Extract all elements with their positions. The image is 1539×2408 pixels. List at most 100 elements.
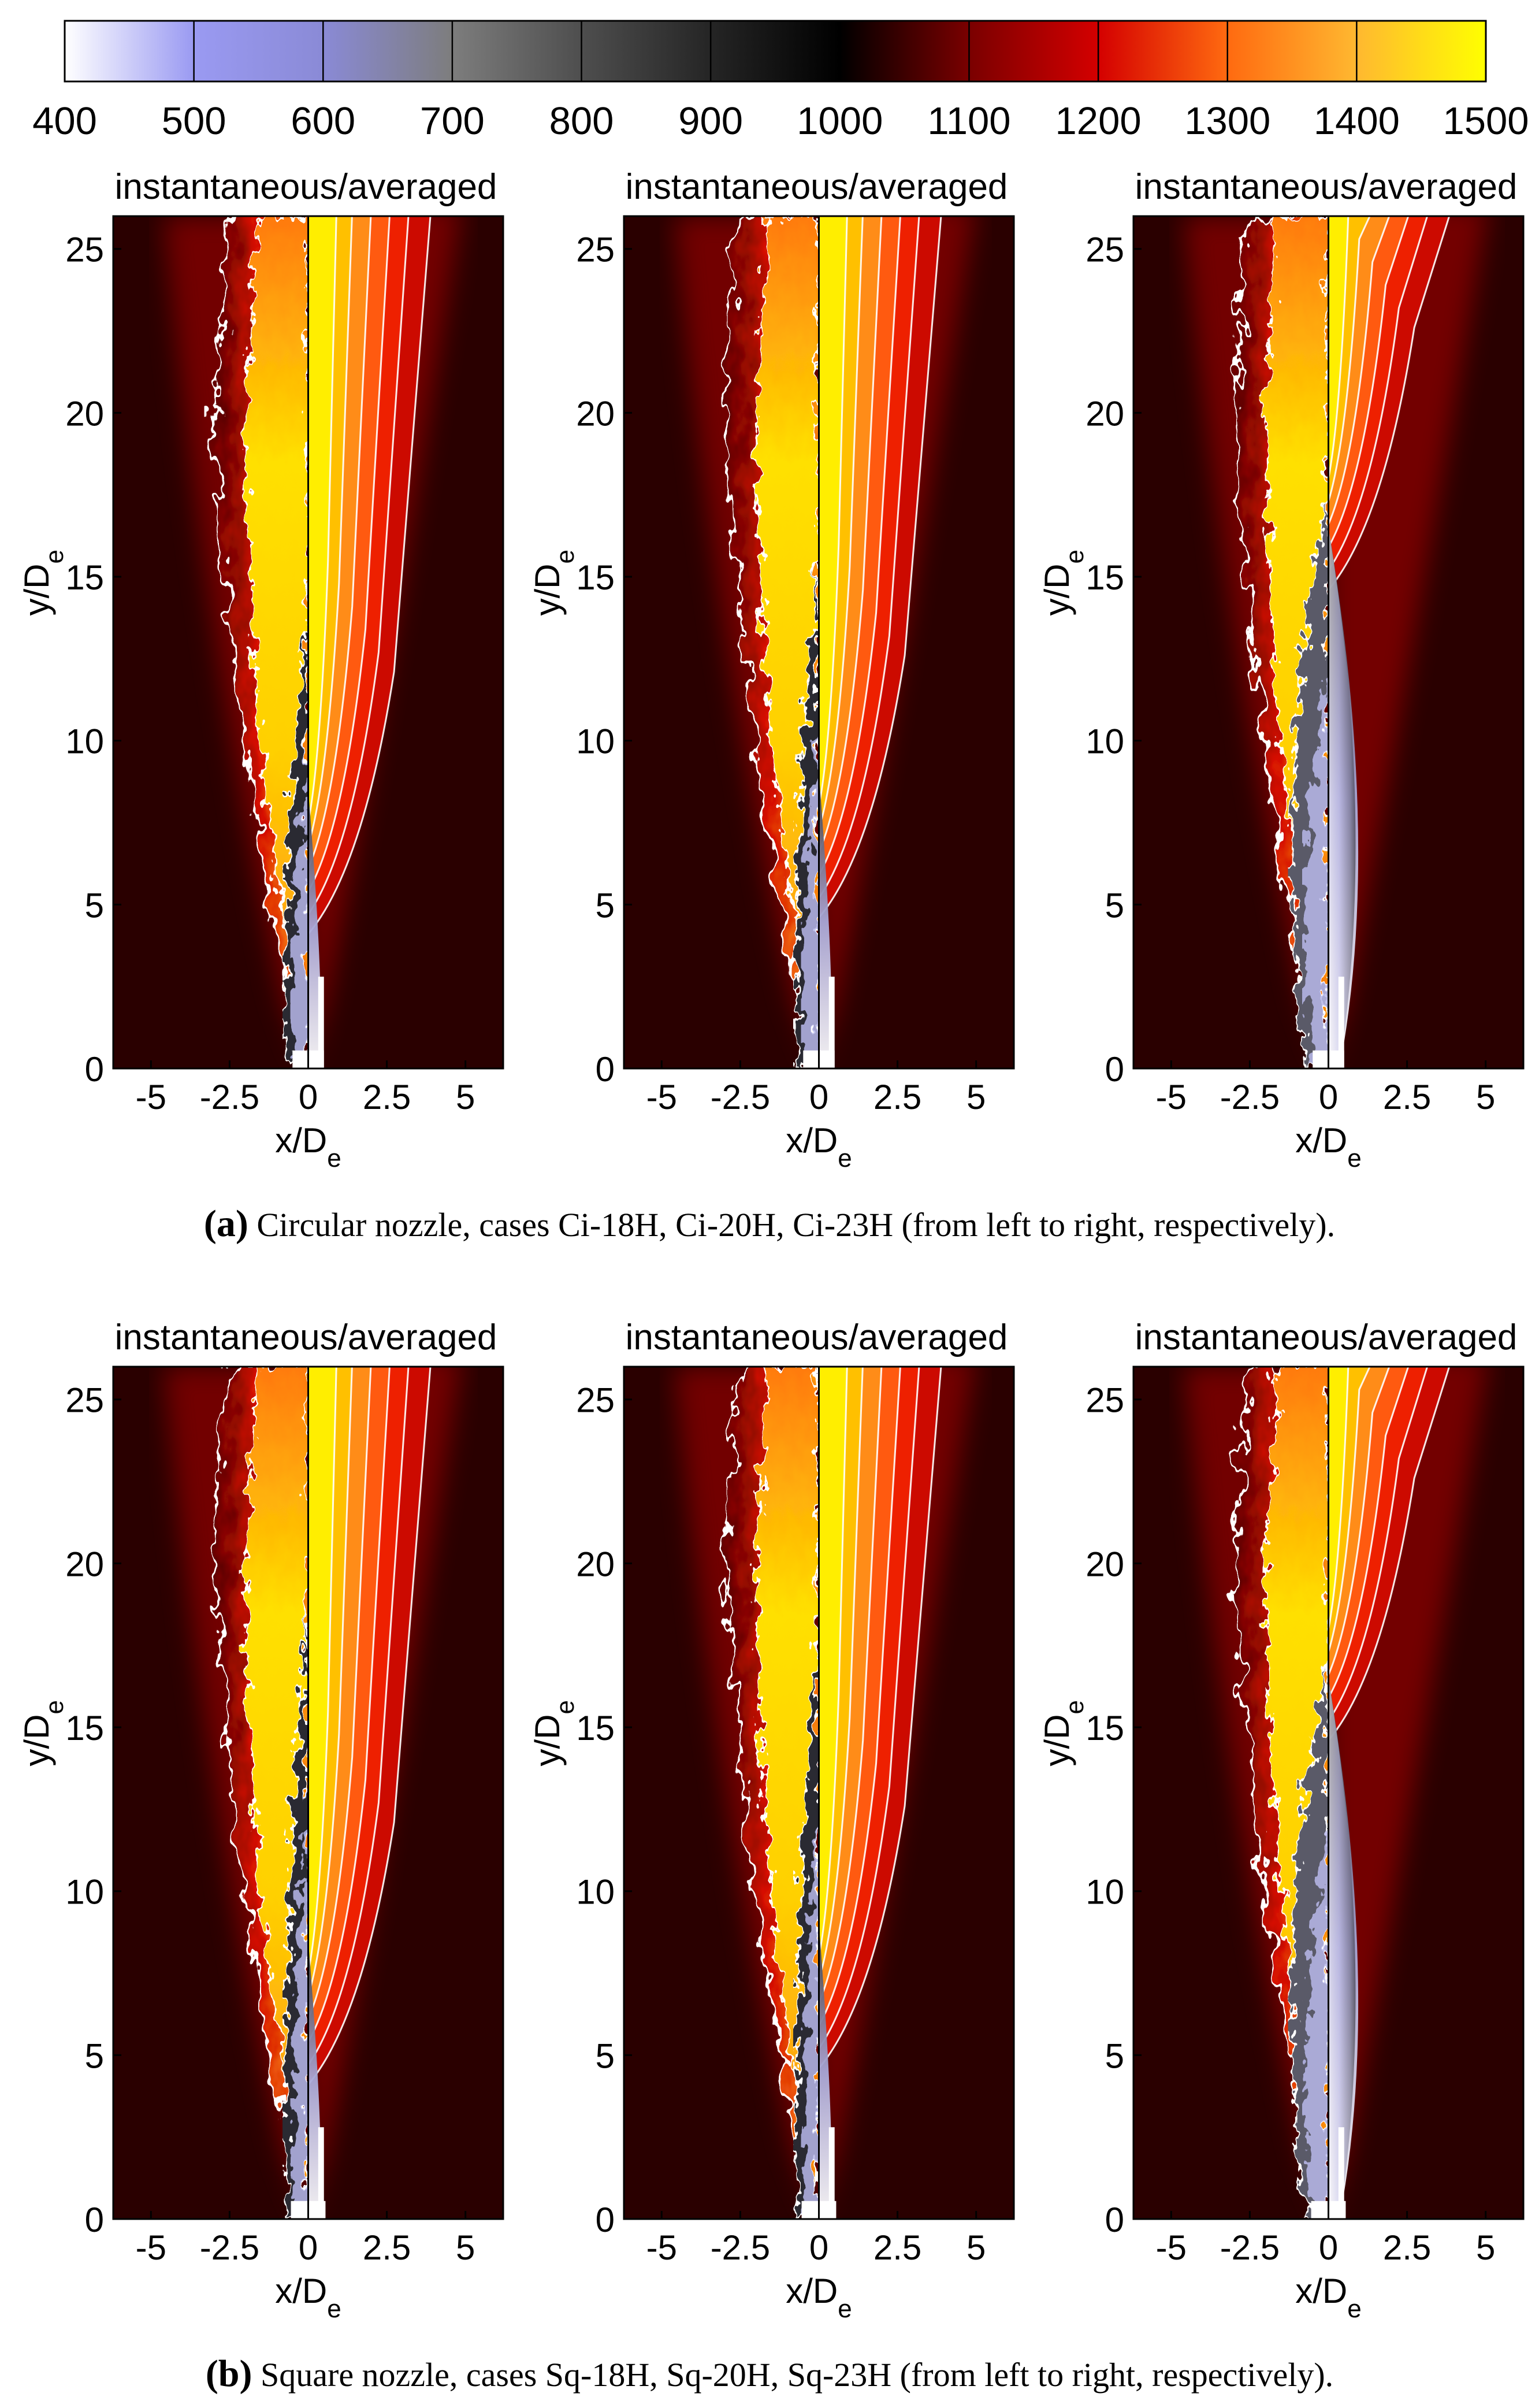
instantaneous-field [674,216,819,1068]
y-tick-label: 15 [65,1709,104,1747]
x-tick-label: 2.5 [873,2228,921,2267]
y-tick-label: 15 [1086,558,1124,597]
colorbar-tick-label: 600 [291,99,355,143]
y-tick-label: 15 [576,558,615,597]
y-axis-label: y/De [528,550,579,615]
x-axis-label: x/De [1295,1121,1361,1173]
caption-a: (a) Circular nozzle, cases Ci-18H, Ci-20… [0,1202,1539,1246]
y-tick-label: 25 [65,231,104,269]
colorbar-tick-label: 1200 [1055,99,1142,143]
y-tick-label: 0 [596,1050,615,1089]
x-tick-label: 5 [456,1078,475,1116]
averaged-contour-band [818,216,848,807]
x-axis-label-subscript: e [838,1144,852,1173]
y-axis-label: y/De [1038,1700,1089,1766]
averaged-cold-core [819,773,832,1068]
averaged-contour-band [307,216,337,823]
x-tick-label: -5 [1156,1078,1187,1116]
y-tick-label: 0 [1105,1050,1124,1089]
averaged-contour-band [1328,216,1350,479]
averaged-field [307,216,461,1068]
panel-title: instantaneous/averaged [626,167,1008,207]
x-tick-label: -5 [136,2228,166,2267]
nozzle-inlet-jet [828,977,835,1068]
x-axis-label: x/De [786,1121,852,1173]
x-axis-label: x/De [275,1121,341,1173]
x-tick-label: -5 [136,1078,166,1116]
y-tick-label: 5 [1105,2036,1124,2075]
instantaneous-fuel-core [292,1783,308,2219]
caption-b: (b) Square nozzle, cases Sq-18H, Sq-20H,… [0,2352,1539,2396]
y-tick-label: 25 [576,1381,615,1420]
x-tick-label: 2.5 [1383,2228,1431,2267]
colorbar-tick-label: 1000 [797,99,883,143]
temperature-field [1133,216,1523,1068]
y-tick-label: 5 [85,2036,104,2075]
instantaneous-fuel-core [802,1806,819,2219]
y-axis-label-subscript: e [40,1700,69,1714]
nozzle-inlet-jet [318,977,324,1068]
x-tick-label: -2.5 [711,2228,770,2267]
x-tick-label: -5 [646,1078,677,1116]
y-tick-label: 20 [1086,1545,1124,1583]
y-tick-label: 20 [65,394,104,433]
y-tick-label: 0 [1105,2201,1124,2239]
y-tick-label: 5 [1105,886,1124,925]
x-tick-label: 2.5 [1383,1078,1431,1116]
x-tick-label: -2.5 [711,1078,770,1116]
averaged-cold-core-shading [1328,527,1356,1068]
y-tick-label: 5 [596,2036,615,2075]
y-axis-label-subscript: e [1061,550,1089,563]
y-axis-label: y/De [1038,550,1089,615]
nozzle-inlet-jet [1338,977,1344,1068]
x-tick-label: 5 [1476,2228,1495,2267]
nozzle-inlet-jet [828,2127,835,2219]
y-tick-label: 5 [85,886,104,925]
panel-Sq-23H: -5 -2.5 0 2.5 5 0 5 10 15 20 25 x/De y/De instantaneo… [1038,1318,1525,2323]
averaged-contour-band [1328,1367,1350,1630]
y-axis-label: y/De [17,550,69,615]
y-tick-label: 10 [1086,1873,1124,1912]
x-tick-label: 5 [966,2228,986,2267]
colorbar-tick-label: 500 [162,99,226,143]
panel-Ci-23H: -5 -2.5 0 2.5 5 0 5 10 15 20 25 x/De y/De instantaneo… [1038,167,1525,1173]
y-tick-label: 15 [576,1709,615,1747]
y-tick-label: 15 [1086,1709,1124,1747]
y-axis-label-subscript: e [40,550,69,563]
x-tick-label: -2.5 [1220,2228,1280,2267]
x-tick-label: -2.5 [1220,1078,1280,1116]
y-tick-label: 15 [65,558,104,597]
y-tick-label: 25 [1086,231,1124,269]
colorbar-tick-label: 700 [420,99,485,143]
instantaneous-fuel-core [292,747,308,1068]
y-tick-label: 10 [65,1873,104,1912]
x-tick-label: 5 [1476,1078,1495,1116]
averaged-field [307,1367,461,2219]
y-axis-label: y/De [528,1700,579,1766]
colorbar-tick-label: 1100 [927,99,1010,143]
averaged-cold-core [308,1940,321,2219]
y-axis-label-subscript: e [551,1700,579,1714]
instantaneous-field [163,216,308,1068]
y-tick-label: 25 [1086,1381,1124,1420]
colorbar-tick-label: 400 [32,99,97,143]
caption-a-text: Circular nozzle, cases Ci-18H, Ci-20H, C… [256,1206,1336,1244]
y-tick-label: 5 [596,886,615,925]
x-axis-label: x/De [786,2272,852,2323]
instantaneous-field [674,1367,819,2219]
temperature-colorbar: 400 500 600 700 800 900 1000 1100 1200 1300 1400 15… [32,20,1529,143]
x-tick-label: 0 [299,1078,318,1116]
y-tick-label: 20 [576,394,615,433]
x-tick-label: -2.5 [200,2228,259,2267]
y-tick-label: 10 [65,722,104,761]
panel-title: instantaneous/averaged [626,1318,1008,1357]
y-tick-label: 20 [1086,394,1124,433]
nozzle-inlet-jet [1338,2127,1344,2219]
averaged-cold-core [819,1924,832,2219]
averaged-cold-core [308,789,321,1068]
x-tick-label: 0 [809,1078,828,1116]
x-tick-label: 2.5 [873,1078,921,1116]
colorbar-tick-label: 800 [549,99,614,143]
instantaneous-field [1184,216,1329,1068]
